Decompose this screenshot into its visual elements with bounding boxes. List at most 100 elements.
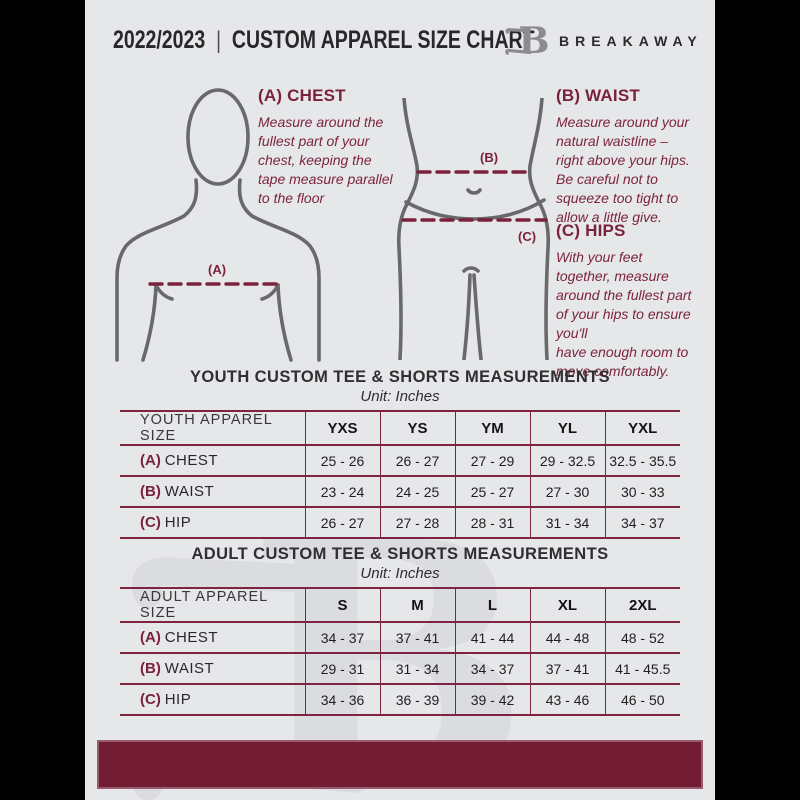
right-armpit-crease — [260, 283, 280, 301]
brand-name: BREAKAWAY — [559, 33, 703, 49]
adult-size-l: L — [454, 587, 531, 623]
cell: 24 - 25 — [379, 475, 456, 508]
title-separator: | — [216, 26, 221, 54]
youth-size-ys: YS — [379, 410, 456, 446]
youth-chest-label: (A) CHEST — [120, 444, 306, 477]
waist-guide-heading: (B) WAIST — [556, 86, 640, 105]
waist-guide: (B) WAIST Measure around your natural wa… — [556, 86, 711, 227]
row-label: WAIST — [164, 483, 215, 500]
cell: 37 - 41 — [529, 652, 606, 685]
right-inner-leg-outline — [472, 273, 483, 360]
youth-header-label: YOUTH APPAREL SIZE — [120, 410, 306, 446]
cell: 25 - 26 — [304, 444, 381, 477]
adult-size-m: M — [379, 587, 456, 623]
cell: 31 - 34 — [379, 652, 456, 685]
right-inner-arm-outline — [276, 283, 293, 362]
adult-hip-row: (C) HIP 34 - 36 36 - 39 39 - 42 43 - 46 … — [120, 683, 680, 716]
footer-accent-bar — [97, 740, 703, 789]
adult-table-title: ADULT CUSTOM TEE & SHORTS MEASUREMENTS — [191, 545, 609, 563]
adult-chest-label: (A) CHEST — [120, 621, 306, 654]
navel-mark — [466, 188, 482, 195]
row-label: CHEST — [164, 629, 219, 646]
row-prefix: (B) — [140, 660, 161, 677]
youth-size-ym: YM — [454, 410, 531, 446]
cell: 34 - 37 — [604, 506, 680, 539]
row-prefix: (C) — [140, 514, 161, 531]
cell: 48 - 52 — [604, 621, 680, 654]
adult-size-table: ADULT APPAREL SIZE S M L XL 2XL (A) CHES… — [120, 587, 680, 716]
cell: 34 - 37 — [454, 652, 531, 685]
cell: 31 - 34 — [529, 506, 606, 539]
adult-waist-row: (B) WAIST 29 - 31 31 - 34 34 - 37 37 - 4… — [120, 652, 680, 685]
cell: 23 - 24 — [304, 475, 381, 508]
cell: 44 - 48 — [529, 621, 606, 654]
waist-guide-text: Measure around your natural waistline – … — [556, 114, 690, 225]
size-chart-page: 2022/2023 | CUSTOM APPAREL SIZE CHART BR… — [85, 0, 715, 800]
adult-size-s: S — [304, 587, 381, 623]
row-label: HIP — [164, 514, 192, 531]
cell: 27 - 30 — [529, 475, 606, 508]
adult-hip-label: (C) HIP — [120, 683, 306, 716]
cell: 32.5 - 35.5 — [604, 444, 680, 477]
youth-waist-label: (B) WAIST — [120, 475, 306, 508]
cell: 28 - 31 — [454, 506, 531, 539]
hip-waistband-curve — [404, 198, 546, 221]
right-torso-leg-outline — [527, 98, 551, 360]
adult-size-xl: XL — [529, 587, 606, 623]
youth-table-title: YOUTH CUSTOM TEE & SHORTS MEASUREMENTS — [189, 368, 611, 386]
hips-guide-text: With your feet together, measure around … — [556, 249, 692, 379]
adult-header-row: ADULT APPAREL SIZE S M L XL 2XL — [120, 587, 680, 623]
row-label: CHEST — [164, 452, 219, 469]
row-prefix: (B) — [140, 483, 161, 500]
cell: 26 - 27 — [304, 506, 381, 539]
youth-header-row: YOUTH APPAREL SIZE YXS YS YM YL YXL — [120, 410, 680, 446]
youth-table-unit: Unit: Inches — [360, 388, 440, 405]
cell: 34 - 37 — [304, 621, 381, 654]
cell: 27 - 28 — [379, 506, 456, 539]
cell: 25 - 27 — [454, 475, 531, 508]
left-torso-leg-outline — [396, 98, 420, 360]
row-label: HIP — [164, 691, 192, 708]
youth-chest-row: (A) CHEST 25 - 26 26 - 27 27 - 29 29 - 3… — [120, 444, 680, 477]
row-label: WAIST — [164, 660, 215, 677]
head-outline — [186, 88, 250, 186]
hips-guide: (C) HIPS With your feet together, measur… — [556, 221, 711, 381]
hips-guide-heading: (C) HIPS — [556, 221, 626, 240]
page-title: 2022/2023 | CUSTOM APPAREL SIZE CHART — [113, 26, 535, 55]
lower-body-diagram: (B) (C) — [396, 98, 551, 360]
row-prefix: (A) — [140, 629, 161, 646]
chest-guide-heading: (A) CHEST — [258, 86, 346, 105]
left-inner-arm-outline — [141, 283, 158, 362]
youth-size-yxs: YXS — [304, 410, 381, 446]
cell: 41 - 45.5 — [604, 652, 680, 685]
adult-table-unit: Unit: Inches — [360, 565, 440, 582]
adult-size-2xl: 2XL — [604, 587, 680, 623]
left-inner-leg-outline — [462, 273, 472, 360]
right-shoulder-arm-outline — [237, 178, 321, 362]
youth-hip-row: (C) HIP 26 - 27 27 - 28 28 - 31 31 - 34 … — [120, 506, 680, 539]
youth-size-table: YOUTH APPAREL SIZE YXS YS YM YL YXL (A) … — [120, 410, 680, 539]
breakaway-logo-icon — [505, 16, 551, 63]
waist-line-label: (B) — [480, 150, 498, 165]
title-year: 2022/2023 — [113, 26, 206, 54]
cell: 39 - 42 — [454, 683, 531, 716]
adult-chest-row: (A) CHEST 34 - 37 37 - 41 41 - 44 44 - 4… — [120, 621, 680, 654]
cell: 43 - 46 — [529, 683, 606, 716]
adult-waist-label: (B) WAIST — [120, 652, 306, 685]
cell: 34 - 36 — [304, 683, 381, 716]
youth-size-yl: YL — [529, 410, 606, 446]
crotch-curve — [462, 266, 480, 273]
cell: 30 - 33 — [604, 475, 680, 508]
row-prefix: (A) — [140, 452, 161, 469]
cell: 26 - 27 — [379, 444, 456, 477]
cell: 29 - 31 — [304, 652, 381, 685]
upper-body-diagram: (A) — [115, 88, 321, 362]
cell: 36 - 39 — [379, 683, 456, 716]
youth-waist-row: (B) WAIST 23 - 24 24 - 25 25 - 27 27 - 3… — [120, 475, 680, 508]
youth-size-yxl: YXL — [604, 410, 680, 446]
chest-line-label: (A) — [208, 262, 226, 277]
youth-hip-label: (C) HIP — [120, 506, 306, 539]
hip-line-label: (C) — [518, 229, 536, 244]
row-prefix: (C) — [140, 691, 161, 708]
cell: 41 - 44 — [454, 621, 531, 654]
